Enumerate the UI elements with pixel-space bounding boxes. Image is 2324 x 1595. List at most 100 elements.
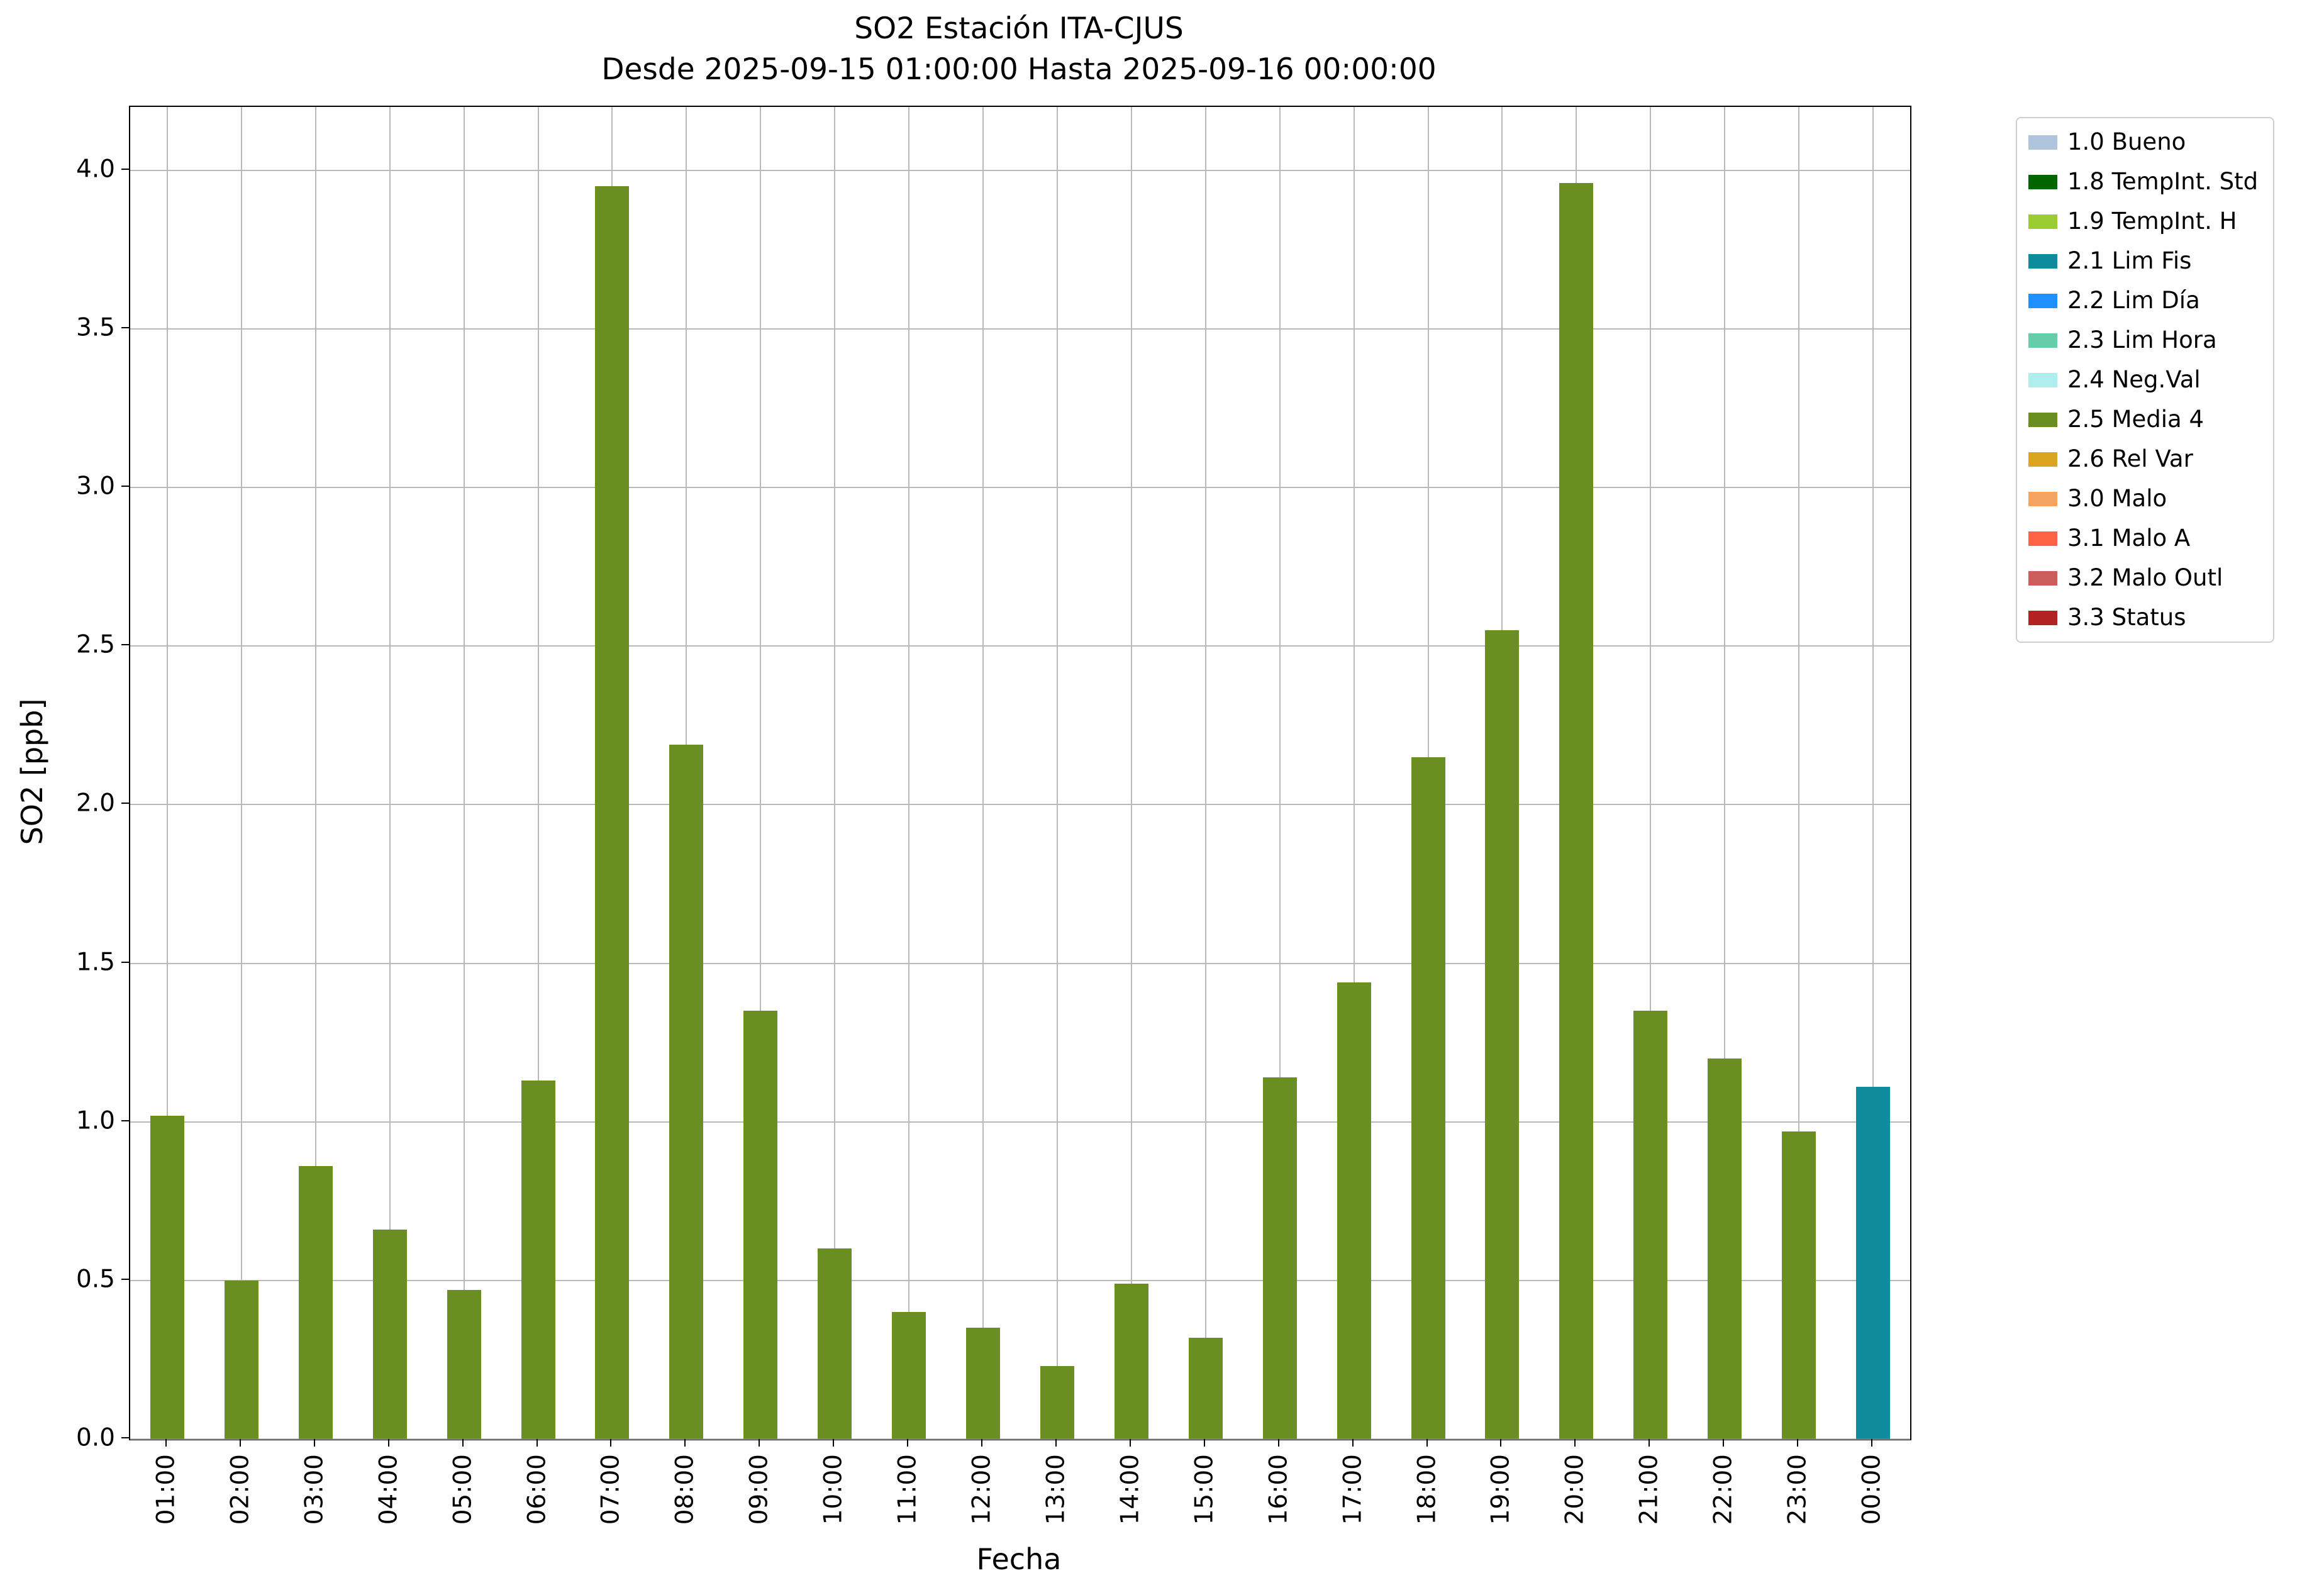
legend-item: 3.0 Malo (2028, 485, 2258, 513)
legend-label: 2.4 Neg.Val (2067, 366, 2201, 393)
chart-title-line2: Desde 2025-09-15 01:00:00 Hasta 2025-09-… (601, 52, 1437, 87)
legend-swatch (2028, 452, 2057, 467)
x-tick-label: 18:00 (1413, 1454, 1442, 1525)
x-tick-label: 09:00 (745, 1454, 774, 1525)
x-tick-label: 00:00 (1857, 1454, 1886, 1525)
x-tick-mark (537, 1439, 538, 1447)
y-tick-mark (121, 327, 129, 328)
x-tick-mark (1278, 1439, 1279, 1447)
bar (1782, 1131, 1816, 1439)
bar (373, 1230, 407, 1439)
x-gridline (1724, 107, 1725, 1439)
x-gridline (1650, 107, 1651, 1439)
legend-swatch (2028, 214, 2057, 229)
x-gridline (1205, 107, 1206, 1439)
legend-label: 2.5 Media 4 (2067, 406, 2204, 433)
legend-label: 3.1 Malo A (2067, 525, 2191, 552)
x-tick-mark (1648, 1439, 1650, 1447)
x-tick-mark (1055, 1439, 1057, 1447)
x-gridline (389, 107, 391, 1439)
x-tick-label: 22:00 (1709, 1454, 1738, 1525)
bar (892, 1312, 926, 1439)
bar (150, 1116, 184, 1439)
x-tick-label: 02:00 (226, 1454, 255, 1525)
x-gridline (1872, 107, 1874, 1439)
x-gridline (760, 107, 761, 1439)
y-tick-mark (121, 1120, 129, 1121)
y-tick-mark (121, 486, 129, 487)
x-gridline (1279, 107, 1281, 1439)
x-gridline (1354, 107, 1355, 1439)
x-tick-mark (907, 1439, 908, 1447)
plot-area (129, 106, 1911, 1440)
legend-swatch (2028, 253, 2057, 269)
bar (299, 1166, 333, 1439)
x-tick-mark (684, 1439, 686, 1447)
legend-swatch (2028, 293, 2057, 308)
y-tick-mark (121, 168, 129, 170)
x-tick-label: 20:00 (1560, 1454, 1589, 1525)
legend-swatch (2028, 135, 2057, 150)
legend-swatch (2028, 610, 2057, 625)
legend-swatch (2028, 412, 2057, 427)
legend-item: 3.3 Status (2028, 604, 2258, 631)
y-tick-label: 1.0 (75, 1106, 115, 1135)
y-gridline (130, 1121, 1910, 1123)
bar (818, 1248, 852, 1439)
bar (966, 1328, 1000, 1439)
legend-label: 1.8 TempInt. Std (2067, 168, 2259, 195)
legend-item: 1.9 TempInt. H (2028, 208, 2258, 235)
legend-label: 3.2 Malo Outl (2067, 564, 2223, 591)
x-tick-mark (1426, 1439, 1428, 1447)
y-tick-label: 2.0 (75, 789, 115, 818)
legend-item: 3.1 Malo A (2028, 525, 2258, 552)
x-tick-mark (314, 1439, 315, 1447)
x-tick-mark (388, 1439, 389, 1447)
x-tick-label: 17:00 (1338, 1454, 1367, 1525)
x-tick-mark (1352, 1439, 1354, 1447)
y-tick-mark (121, 803, 129, 804)
x-tick-label: 13:00 (1042, 1454, 1070, 1525)
bar (1633, 1011, 1667, 1439)
x-gridline (464, 107, 465, 1439)
legend-swatch (2028, 333, 2057, 348)
x-gridline (1131, 107, 1132, 1439)
x-gridline (538, 107, 539, 1439)
x-gridline (241, 107, 242, 1439)
x-tick-label: 03:00 (300, 1454, 329, 1525)
legend: 1.0 Bueno 1.8 TempInt. Std 1.9 TempInt. H 2… (2016, 117, 2275, 643)
x-gridline (908, 107, 909, 1439)
x-tick-label: 04:00 (374, 1454, 403, 1525)
y-tick-mark (121, 1437, 129, 1438)
x-tick-mark (240, 1439, 241, 1447)
y-gridline (130, 645, 1910, 647)
legend-item: 2.6 Rel Var (2028, 445, 2258, 473)
y-tick-label: 1.5 (75, 948, 115, 977)
y-tick-label: 0.5 (75, 1265, 115, 1294)
x-tick-mark (1723, 1439, 1724, 1447)
x-gridline (1798, 107, 1799, 1439)
x-tick-label: 10:00 (819, 1454, 848, 1525)
x-tick-label: 16:00 (1264, 1454, 1293, 1525)
x-gridline (982, 107, 984, 1439)
bar (447, 1290, 481, 1439)
bar (669, 745, 703, 1439)
x-tick-label: 08:00 (670, 1454, 699, 1525)
y-gridline (130, 169, 1910, 171)
y-gridline (130, 1438, 1910, 1440)
legend-item: 2.5 Media 4 (2028, 406, 2258, 433)
bar (521, 1081, 555, 1439)
bar (225, 1281, 259, 1439)
x-tick-label: 23:00 (1783, 1454, 1812, 1525)
x-tick-label: 21:00 (1635, 1454, 1664, 1525)
y-tick-label: 0.0 (75, 1423, 115, 1452)
x-tick-mark (610, 1439, 611, 1447)
legend-item: 1.8 TempInt. Std (2028, 168, 2258, 196)
y-gridline (130, 804, 1910, 806)
legend-label: 1.0 Bueno (2067, 128, 2186, 155)
y-tick-mark (121, 1278, 129, 1280)
y-tick-mark (121, 644, 129, 646)
x-tick-label: 01:00 (152, 1454, 181, 1525)
x-tick-label: 05:00 (448, 1454, 477, 1525)
bar (1115, 1284, 1148, 1439)
